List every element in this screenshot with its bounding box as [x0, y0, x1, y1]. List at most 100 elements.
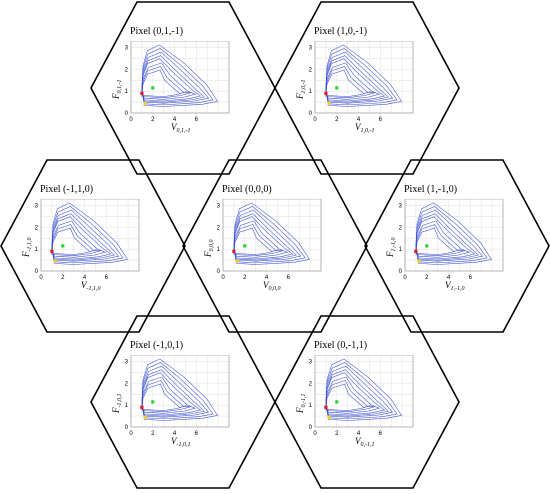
orbit-curve: [415, 216, 476, 260]
y-tick-label: 0: [399, 269, 403, 275]
yellow-marker: [235, 259, 239, 263]
x-tick-label: 4: [265, 275, 269, 281]
y-tick-label: 0: [125, 111, 129, 117]
plot-frame: [130, 355, 230, 428]
plot-frame: [314, 355, 414, 428]
orbit-curve: [415, 227, 461, 255]
y-tick-label: 3: [217, 204, 221, 210]
phase-plot: 0 2 4 6 0 1 2 3: [35, 199, 140, 281]
x-axis-label: V-1,0,1: [171, 436, 191, 448]
x-axis-label: V0,-1,1: [355, 436, 375, 448]
panel-title: Pixel (1,-1,0): [404, 184, 458, 195]
orbit-curve: [233, 216, 294, 260]
y-tick-label: 2: [309, 381, 313, 387]
orbit-curve: [141, 372, 202, 416]
x-tick-label: 4: [173, 117, 177, 123]
orbit-curve: [51, 216, 112, 260]
yellow-marker: [143, 101, 147, 105]
x-tick-label: 4: [357, 117, 361, 123]
y-tick-label: 2: [309, 67, 313, 73]
x-tick-label: 6: [379, 117, 383, 123]
orbit-curve: [141, 69, 187, 97]
x-tick-label: 6: [469, 275, 473, 281]
y-tick-label: 2: [125, 381, 129, 387]
y-axis-symbol: F: [203, 251, 213, 258]
y-tick-label: 2: [35, 225, 39, 231]
orbit-curve: [325, 58, 386, 102]
y-tick-label: 3: [399, 204, 403, 210]
x-tick-label: 6: [195, 117, 199, 123]
y-axis-subscript: 0,1,-1: [117, 79, 123, 94]
orbit-curve: [415, 209, 484, 262]
phase-plot: 0 2 4 6 0 1 2 3: [399, 199, 504, 281]
x-axis-symbol: V: [171, 436, 177, 446]
x-tick-label: 0: [313, 431, 317, 437]
plot-frame: [314, 41, 414, 114]
panel-title: Pixel (-1,1,0): [40, 184, 94, 195]
y-tick-label: 2: [399, 225, 403, 231]
green-marker: [151, 86, 155, 90]
phase-plot: 0 2 4 6 0 1 2 3: [125, 355, 230, 437]
yellow-marker: [327, 415, 331, 419]
yellow-marker: [53, 259, 57, 263]
orbit-curve: [325, 372, 386, 416]
y-axis-subscript: 0,0,0: [209, 239, 215, 252]
green-marker: [243, 244, 247, 248]
y-axis-label: F0,1,-1: [111, 80, 123, 100]
orbit-curve: [325, 383, 371, 411]
y-tick-label: 1: [309, 89, 313, 95]
x-tick-label: 0: [403, 275, 407, 281]
x-tick-label: 2: [335, 117, 339, 123]
x-tick-label: 4: [173, 431, 177, 437]
x-axis-label: V0,1,-1: [171, 122, 191, 134]
x-tick-label: 0: [129, 117, 133, 123]
x-axis-subscript: 0,1,-1: [176, 128, 191, 134]
hexagon-1_0_m1: [274, 1, 460, 175]
phase-plot: 0 2 4 6 0 1 2 3: [309, 355, 414, 437]
x-tick-label: 6: [195, 431, 199, 437]
x-tick-label: 6: [379, 431, 383, 437]
y-axis-symbol: F: [21, 251, 31, 258]
y-tick-label: 1: [125, 89, 129, 95]
orbit-curve: [141, 383, 187, 411]
orbit-curve: [233, 209, 302, 262]
green-marker: [335, 400, 339, 404]
y-tick-label: 3: [35, 204, 39, 210]
red-marker: [324, 405, 328, 409]
panel-title: Pixel (0,-1,1): [314, 340, 368, 351]
phase-plot: 0 2 4 6 0 1 2 3: [125, 41, 230, 123]
orbit-curve: [141, 51, 210, 104]
x-axis-subscript: 1,-1,0: [450, 286, 465, 292]
hexagon-1_m1_0: [364, 159, 550, 333]
red-marker: [140, 91, 144, 95]
x-tick-label: 6: [105, 275, 109, 281]
x-tick-label: 6: [287, 275, 291, 281]
x-axis-subscript: -1,0,1: [176, 442, 191, 448]
red-marker: [414, 249, 418, 253]
y-tick-label: 3: [125, 360, 129, 366]
y-tick-label: 1: [217, 247, 221, 253]
y-axis-label: F-1,0,1: [111, 394, 123, 414]
y-axis-subscript: 1,0,-1: [301, 79, 307, 94]
x-axis-label: V-1,1,0: [81, 280, 101, 292]
y-axis-symbol: F: [295, 407, 305, 414]
x-axis-symbol: V: [263, 280, 269, 290]
x-tick-label: 0: [39, 275, 43, 281]
phase-plot: 0 2 4 6 0 1 2 3: [309, 41, 414, 123]
orbit-curve: [325, 69, 371, 97]
y-tick-label: 0: [309, 425, 313, 431]
y-axis-symbol: F: [385, 251, 395, 258]
y-axis-symbol: F: [295, 93, 305, 100]
x-tick-label: 0: [313, 117, 317, 123]
red-marker: [232, 249, 236, 253]
y-axis-subscript: -1,0,1: [117, 393, 123, 408]
y-axis-subscript: 1,-1,0: [391, 237, 397, 252]
x-tick-label: 0: [129, 431, 133, 437]
phase-plot: 0 2 4 6 0 1 2 3: [217, 199, 322, 281]
y-axis-label: F1,0,-1: [295, 80, 307, 100]
plot-frame: [404, 199, 504, 272]
y-axis-symbol: F: [111, 407, 121, 414]
y-axis-label: F1,-1,0: [385, 238, 397, 258]
y-tick-label: 1: [309, 403, 313, 409]
